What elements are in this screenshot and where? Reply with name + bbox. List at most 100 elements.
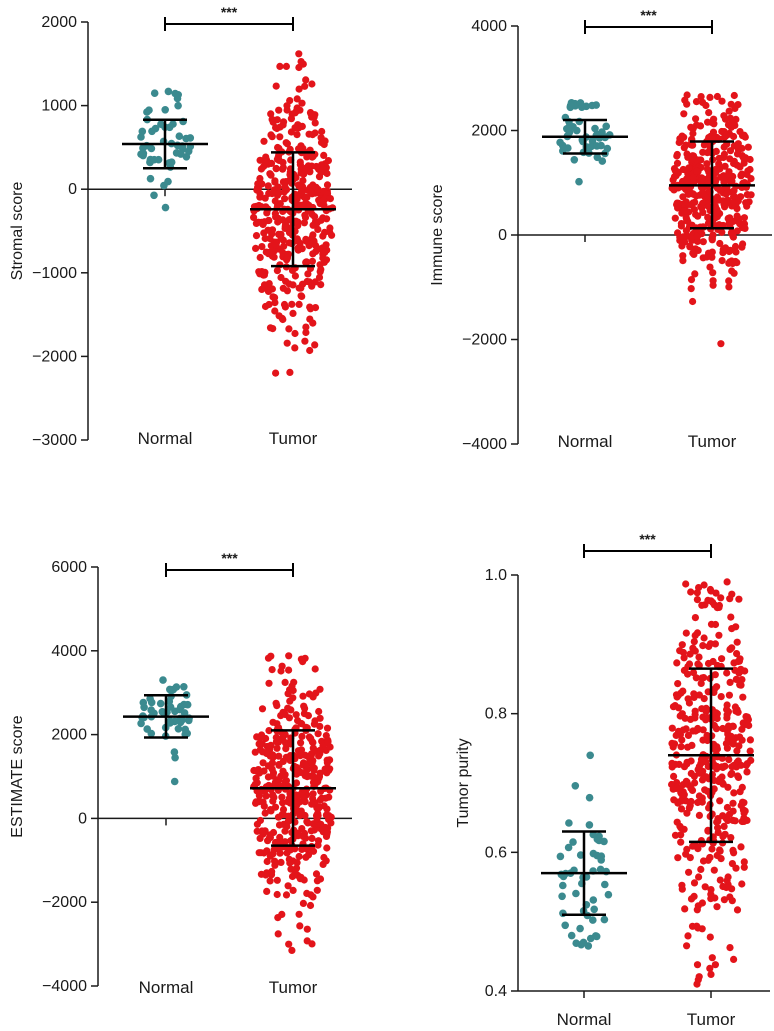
data-point <box>264 773 272 781</box>
data-point <box>739 693 747 701</box>
data-point <box>276 838 285 846</box>
data-point <box>740 214 749 222</box>
data-point <box>575 177 583 186</box>
data-point <box>743 768 751 776</box>
data-point <box>258 243 266 251</box>
data-point <box>288 266 297 274</box>
y-tick-label: 0.6 <box>485 844 507 861</box>
data-point <box>585 821 594 829</box>
data-point <box>303 277 311 286</box>
data-point <box>681 714 689 722</box>
data-point <box>264 182 272 190</box>
data-point <box>678 132 686 140</box>
data-point <box>689 297 697 306</box>
data-point <box>720 245 728 253</box>
data-point <box>683 845 691 854</box>
data-point <box>697 679 705 688</box>
data-point <box>251 748 259 756</box>
data-point <box>323 181 332 189</box>
data-point <box>704 202 712 211</box>
data-point <box>713 903 721 911</box>
data-point <box>709 269 717 277</box>
data-point <box>704 826 712 835</box>
data-point <box>295 50 303 58</box>
data-point <box>715 160 723 168</box>
data-point <box>298 732 306 741</box>
data-point <box>691 614 700 622</box>
data-point <box>730 955 738 964</box>
data-point <box>261 809 269 817</box>
data-point <box>314 730 322 738</box>
data-point <box>740 858 748 866</box>
data-point <box>261 158 269 166</box>
data-point <box>743 760 752 768</box>
data-point <box>296 791 304 799</box>
data-point <box>271 299 279 307</box>
data-point <box>307 751 315 759</box>
data-point <box>717 594 725 602</box>
data-point <box>677 805 686 813</box>
data-point <box>737 665 745 673</box>
category-label-tumor: Tumor <box>269 429 318 448</box>
data-point <box>701 883 709 891</box>
data-point <box>593 142 601 150</box>
y-tick-label: 2000 <box>471 123 507 140</box>
data-point <box>725 691 734 699</box>
data-point <box>285 714 293 722</box>
data-point <box>296 752 304 760</box>
y-tick-label: 4000 <box>471 18 507 35</box>
data-point <box>681 905 689 913</box>
y-tick-label: 0 <box>78 810 87 827</box>
data-point <box>301 654 309 662</box>
data-point <box>273 744 281 752</box>
data-point <box>282 891 291 899</box>
data-point <box>177 150 185 158</box>
data-point <box>693 906 701 914</box>
data-point <box>728 860 737 868</box>
data-point <box>600 915 609 924</box>
data-point <box>258 180 266 188</box>
data-point <box>166 685 174 694</box>
data-point <box>593 851 601 860</box>
data-point <box>252 799 260 807</box>
data-point <box>252 774 260 783</box>
data-point <box>296 811 304 820</box>
data-point <box>706 853 714 862</box>
data-point <box>717 693 725 701</box>
data-point <box>275 312 283 320</box>
data-point <box>259 798 267 806</box>
data-point <box>740 131 748 139</box>
data-point <box>293 95 301 103</box>
data-point <box>723 578 731 586</box>
significance-label: *** <box>639 531 656 547</box>
data-point <box>694 660 702 668</box>
data-point <box>322 811 330 819</box>
data-point <box>704 165 712 173</box>
data-point <box>733 212 741 220</box>
data-point <box>265 727 273 735</box>
data-point <box>268 285 276 293</box>
data-point <box>279 757 287 766</box>
data-point <box>680 110 688 118</box>
data-point <box>678 641 686 649</box>
data-point <box>721 162 729 170</box>
data-point <box>668 724 676 732</box>
category-label-normal: Normal <box>557 1010 612 1029</box>
data-point <box>687 276 696 284</box>
data-point <box>255 849 263 857</box>
data-point <box>278 793 286 801</box>
category-label-normal: Normal <box>138 429 193 448</box>
data-point <box>700 581 708 589</box>
data-point <box>697 93 705 101</box>
data-point <box>281 183 289 191</box>
data-point <box>308 282 316 290</box>
data-point <box>261 302 270 311</box>
data-point <box>719 724 727 733</box>
data-point <box>733 638 741 646</box>
data-point <box>706 93 714 101</box>
data-point <box>728 885 736 893</box>
data-point <box>570 156 579 164</box>
data-point <box>698 798 706 806</box>
data-point <box>731 703 740 711</box>
data-point <box>269 718 277 726</box>
